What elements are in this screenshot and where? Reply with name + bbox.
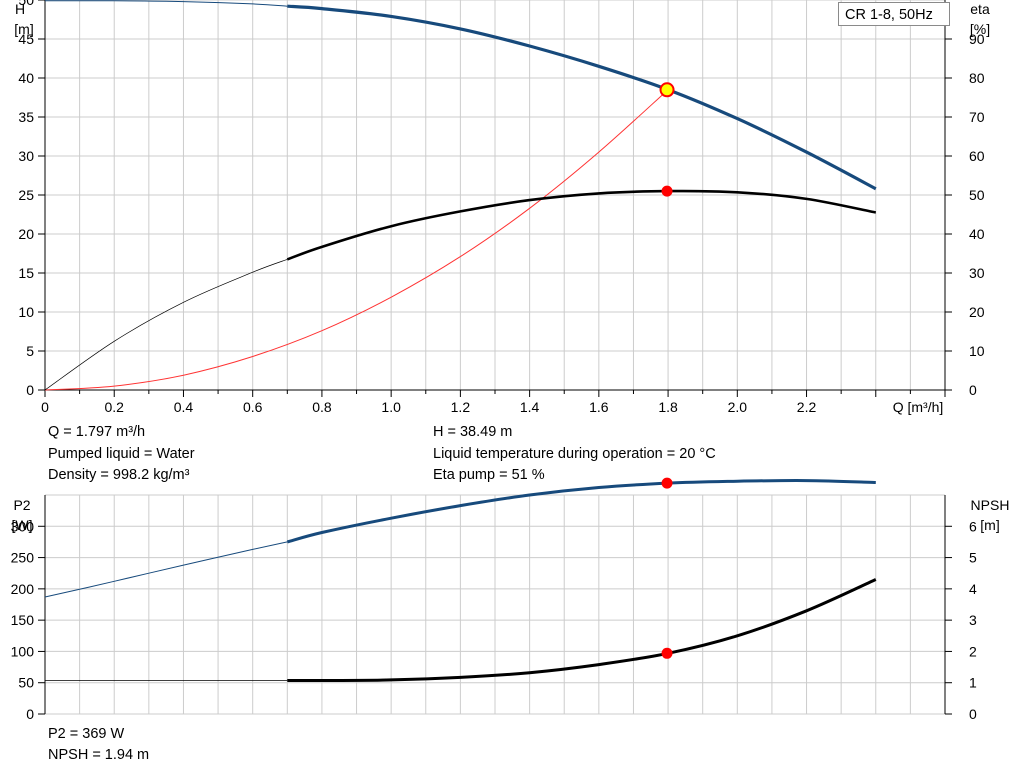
power-duty-point xyxy=(661,477,673,489)
x-tick-label: 1.6 xyxy=(589,399,609,415)
x-tick-label: 0.4 xyxy=(174,399,194,415)
y-tick-label: 45 xyxy=(18,31,34,47)
y2-axis-name-eta: eta xyxy=(970,1,990,17)
y2-tick-label: 3 xyxy=(969,612,977,628)
y2-tick-label: 6 xyxy=(969,518,977,534)
y2-tick-label: 2 xyxy=(969,643,977,659)
p2-readout: P2 = 369 W xyxy=(48,726,125,742)
eta-pump-readout: Eta pump = 51 % xyxy=(433,467,545,483)
y2-axis-unit-eta: [%] xyxy=(970,21,990,37)
y-tick-label: 35 xyxy=(18,109,34,125)
system-curve-line xyxy=(44,89,669,391)
bottom-series xyxy=(44,479,877,683)
x-tick-label: 1.2 xyxy=(451,399,471,415)
y-tick-label: 30 xyxy=(18,148,34,164)
x-tick-label: 1.8 xyxy=(658,399,678,415)
npsh-readout: NPSH = 1.94 m xyxy=(48,747,150,763)
y-tick-label: 50 xyxy=(18,675,34,691)
y-tick-label: 20 xyxy=(18,226,34,242)
y-tick-label: 150 xyxy=(11,612,35,628)
bottom-y2-tick-labels: 0 1 2 3 4 5 6 xyxy=(945,518,977,722)
top-series xyxy=(44,0,877,391)
bottom-markers xyxy=(661,477,673,659)
x-axis-label: Q [m³/h] xyxy=(893,399,944,415)
y-tick-label: 50 xyxy=(18,0,34,8)
y-axis-unit-h: [m] xyxy=(14,21,33,37)
efficiency-curve-line xyxy=(286,189,877,261)
head-readout: H = 38.49 m xyxy=(433,424,513,440)
pumped-liquid-readout: Pumped liquid = Water xyxy=(48,446,195,462)
y2-tick-label: 50 xyxy=(969,187,985,203)
y-axis-name-h: H xyxy=(15,1,25,17)
x-tick-label: 0.2 xyxy=(104,399,124,415)
y2-tick-label: 10 xyxy=(969,343,985,359)
npsh-duty-point xyxy=(661,647,673,659)
y-axis-name-p2: P2 xyxy=(13,497,30,513)
pump-model-label: CR 1-8, 50Hz xyxy=(838,2,950,26)
power-curve-line-thin xyxy=(44,541,288,598)
y-tick-label: 250 xyxy=(11,550,35,566)
y-tick-label: 0 xyxy=(26,706,34,722)
top-x-tick-labels: 0 0.2 0.4 0.6 0.8 1.0 1.2 1.4 1.6 1.8 2.0 2.2 xyxy=(41,399,816,415)
y2-tick-label: 40 xyxy=(969,226,985,242)
efficiency-curve-line-thin xyxy=(44,259,288,391)
temperature-readout: Liquid temperature during operation = 20… xyxy=(433,446,716,462)
top-grid xyxy=(44,0,946,391)
bottom-grid xyxy=(44,494,946,715)
head-duty-point xyxy=(659,82,675,98)
x-tick-label: 2.2 xyxy=(797,399,817,415)
y2-tick-label: 60 xyxy=(969,148,985,164)
y2-axis-unit-npsh: [m] xyxy=(980,517,999,533)
y-tick-label: 10 xyxy=(18,304,34,320)
head-curve-line xyxy=(287,4,877,191)
density-readout: Density = 998.2 kg/m³ xyxy=(48,467,190,483)
npsh-curve-line xyxy=(287,578,877,683)
flow-readout: Q = 1.797 m³/h xyxy=(48,424,146,440)
head-efficiency-chart: H [m] eta [%] Q [m³/h] 0 5 10 15 20 25 30 35 40 4… xyxy=(14,0,990,415)
x-tick-label: 1.4 xyxy=(520,399,540,415)
y2-tick-label: 5 xyxy=(969,550,977,566)
y-tick-label: 0 xyxy=(26,382,34,398)
y-tick-label: 300 xyxy=(11,518,35,534)
y2-tick-label: 70 xyxy=(969,109,985,125)
bottom-axes xyxy=(44,495,946,714)
y-tick-label: 15 xyxy=(18,265,34,281)
y-tick-label: 100 xyxy=(11,643,35,659)
y2-axis-name-npsh: NPSH xyxy=(971,497,1010,513)
y2-tick-label: 0 xyxy=(969,706,977,722)
y-tick-label: 5 xyxy=(26,343,34,359)
y-tick-label: 200 xyxy=(11,581,35,597)
top-y-tick-labels: 0 5 10 15 20 25 30 35 40 45 50 xyxy=(18,0,45,398)
x-tick-label: 1.0 xyxy=(381,399,401,415)
y-tick-label: 40 xyxy=(18,70,34,86)
top-markers xyxy=(659,82,675,197)
x-tick-label: 2.0 xyxy=(728,399,748,415)
y2-tick-label: 0 xyxy=(969,382,977,398)
y2-tick-label: 4 xyxy=(969,581,977,597)
y-tick-label: 25 xyxy=(18,187,34,203)
power-npsh-chart: P2 [W] NPSH [m] 0 50 100 150 200 250 300 0 1 2 3 4… xyxy=(11,477,1010,722)
x-tick-label: 0.6 xyxy=(243,399,263,415)
x-tick-label: 0 xyxy=(41,399,49,415)
y2-tick-label: 80 xyxy=(969,70,985,86)
x-tick-label: 0.8 xyxy=(312,399,332,415)
bottom-y-tick-labels: 0 50 100 150 200 250 300 xyxy=(11,518,45,722)
y-axis-unit-p2: [W] xyxy=(12,517,33,533)
efficiency-duty-point xyxy=(661,185,673,197)
top-y2-tick-labels: 0 10 20 30 40 50 60 70 80 90 xyxy=(945,31,985,398)
y2-tick-label: 20 xyxy=(969,304,985,320)
y2-tick-label: 30 xyxy=(969,265,985,281)
y2-tick-label: 90 xyxy=(969,31,985,47)
y2-tick-label: 1 xyxy=(969,675,977,691)
power-curve-line xyxy=(286,479,876,544)
head-curve-line-thin xyxy=(44,0,288,7)
